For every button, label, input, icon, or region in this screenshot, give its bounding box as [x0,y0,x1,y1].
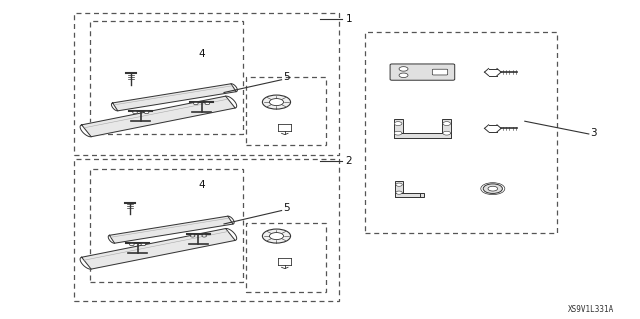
Text: 1: 1 [346,14,352,24]
Bar [74,160,339,301]
Circle shape [394,131,402,135]
Polygon shape [82,228,235,269]
Polygon shape [82,96,235,137]
Bar [246,77,326,145]
Bar [394,133,451,138]
Bar [74,13,339,155]
Circle shape [144,111,149,114]
Circle shape [132,111,138,114]
Circle shape [396,183,402,186]
Text: XS9V1L331A: XS9V1L331A [568,305,614,314]
Bar [246,223,326,292]
FancyBboxPatch shape [433,69,448,75]
Bar [90,21,243,134]
Bar [394,119,403,138]
Circle shape [399,67,408,71]
Bar [442,119,451,138]
Bar [365,32,557,233]
Text: 2: 2 [346,156,352,166]
Circle shape [443,122,451,125]
Circle shape [488,186,498,191]
Circle shape [205,102,210,105]
Circle shape [129,243,134,246]
Circle shape [262,229,291,243]
Text: 3: 3 [590,128,596,138]
Circle shape [269,233,284,240]
Polygon shape [109,216,233,243]
Bar [395,181,403,197]
Circle shape [193,102,198,105]
Text: 4: 4 [198,49,205,59]
Bar [403,193,424,197]
Circle shape [269,99,284,106]
Circle shape [483,184,502,193]
Bar [90,169,243,282]
Bar [395,193,420,197]
Circle shape [399,73,408,78]
Text: 5: 5 [283,203,289,213]
Circle shape [396,191,402,194]
Text: 4: 4 [198,180,205,190]
Circle shape [141,243,146,246]
Circle shape [202,235,207,237]
FancyBboxPatch shape [390,64,454,80]
Circle shape [443,131,451,135]
Text: 5: 5 [283,72,289,82]
Circle shape [394,122,402,125]
Circle shape [190,235,195,237]
Polygon shape [113,84,236,111]
Circle shape [262,95,291,109]
